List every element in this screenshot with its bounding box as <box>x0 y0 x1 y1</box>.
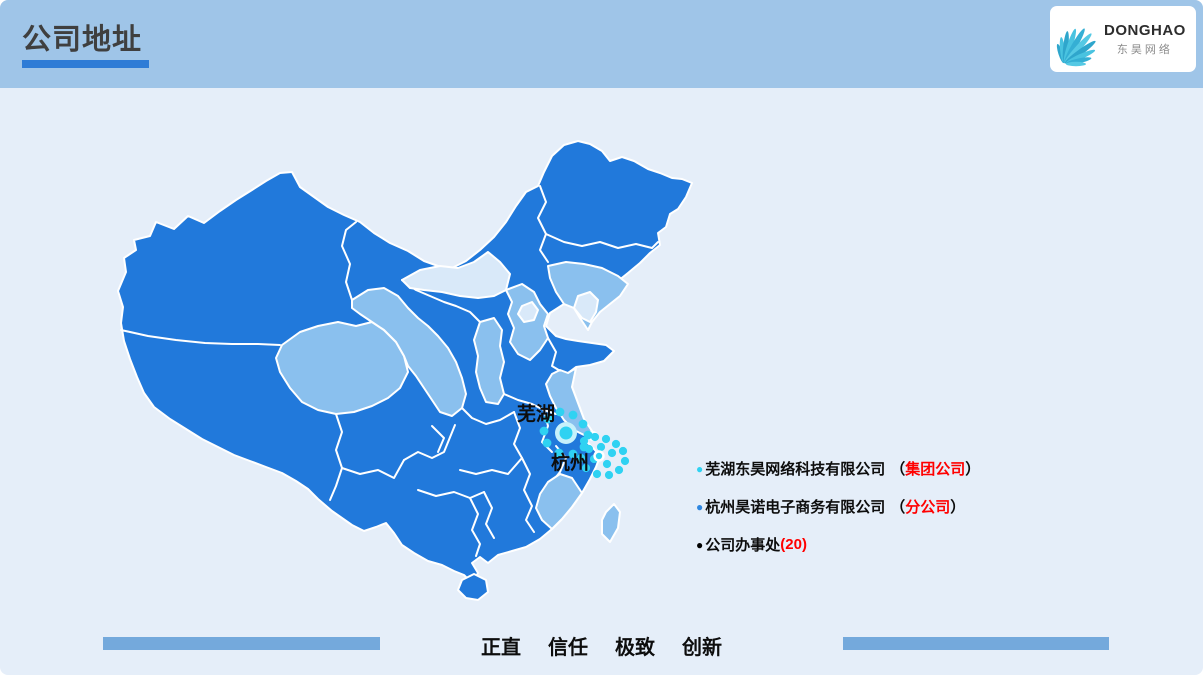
hainan-island <box>457 573 489 601</box>
dot-icon: ● <box>696 537 704 552</box>
legend-paren-close: ） <box>965 461 981 478</box>
logo-name: DONGHAO <box>1104 21 1186 39</box>
feather-fan-icon <box>1056 28 1096 67</box>
wuhu-marker <box>555 422 577 444</box>
province-shanxi <box>473 317 505 405</box>
light-provinces <box>275 251 629 530</box>
title-underline <box>22 60 149 68</box>
taiwan-island <box>601 503 621 543</box>
slogan-word: 信任 <box>548 637 588 659</box>
header-bar: 公司地址 DONGHAO 东昊网络 <box>0 0 1203 88</box>
logo-text: DONGHAO 东昊网络 <box>1104 22 1186 57</box>
province-pale-north <box>401 251 511 299</box>
wuhu-label: 芜湖 <box>517 402 555 425</box>
right-decor-bar <box>843 637 1109 650</box>
liaoning-pale-area <box>573 291 599 323</box>
office-dots-hangzhou <box>576 432 630 480</box>
legend-offices-count: (20) <box>780 536 807 553</box>
company-logo: DONGHAO 东昊网络 <box>1050 6 1196 72</box>
dot-icon: ● <box>696 461 704 476</box>
legend-tag: 分公司 <box>905 499 951 516</box>
legend-paren-open: （ <box>890 499 906 516</box>
slogan-word: 正直 <box>481 637 521 659</box>
legend-company-name: 芜湖东昊网络科技有限公司 <box>705 461 886 478</box>
logo-subtitle: 东昊网络 <box>1116 43 1173 56</box>
left-decor-bar <box>103 637 380 650</box>
dot-icon: ● <box>696 499 704 514</box>
legend-paren-open: （ <box>890 461 906 478</box>
legend-item-branch-company: ● 杭州昊诺电子商务有限公司 （ 分公司 ） <box>696 496 980 517</box>
beijing-area <box>517 301 539 323</box>
legend: ● 芜湖东昊网络科技有限公司 （ 集团公司 ） ● 杭州昊诺电子商务有限公司 （… <box>696 458 980 572</box>
province-fujian <box>535 473 583 530</box>
slogan: 正直 信任 极致 创新 <box>0 631 1203 660</box>
legend-offices-label: 公司办事处 <box>705 537 781 554</box>
legend-paren-close: ） <box>950 499 966 516</box>
legend-item-offices: ● 公司办事处 (20) <box>696 534 980 555</box>
province-gansu <box>351 287 467 417</box>
hangzhou-marker <box>593 450 605 462</box>
hangzhou-label: 杭州 <box>551 451 589 474</box>
slogan-word: 创新 <box>682 637 722 659</box>
legend-company-name: 杭州昊诺电子商务有限公司 <box>705 499 886 516</box>
legend-item-group-company: ● 芜湖东昊网络科技有限公司 （ 集团公司 ） <box>696 458 980 479</box>
slogan-word: 极致 <box>615 637 655 659</box>
province-qinghai <box>275 321 409 415</box>
page-title: 公司地址 <box>22 24 143 56</box>
legend-tag: 集团公司 <box>905 461 966 478</box>
